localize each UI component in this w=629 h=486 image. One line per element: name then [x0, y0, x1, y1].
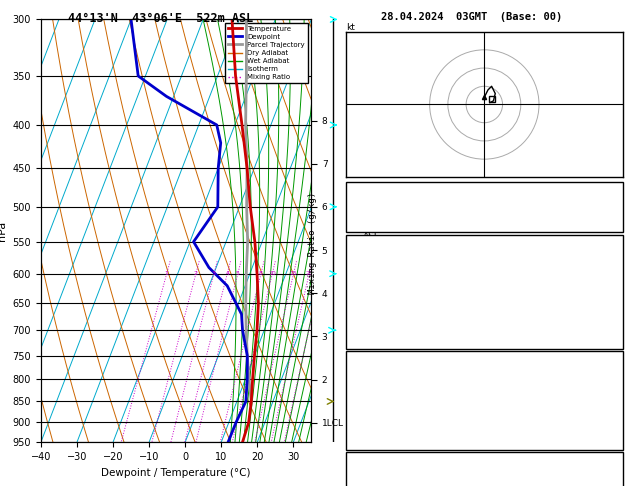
Text: 174: 174: [603, 434, 620, 445]
Text: 5: 5: [236, 271, 240, 276]
Text: K: K: [349, 185, 355, 195]
Text: θe(K): θe(K): [349, 286, 379, 296]
Text: Surface: Surface: [464, 238, 505, 248]
Text: Pressure (mb): Pressure (mb): [349, 370, 425, 381]
Text: θe (K): θe (K): [349, 386, 384, 397]
Text: 50: 50: [608, 201, 620, 211]
Text: 44°13'N  43°06'E  522m ASL: 44°13'N 43°06'E 522m ASL: [68, 12, 253, 25]
Text: 0: 0: [615, 318, 620, 328]
Text: Lifted Index: Lifted Index: [349, 402, 420, 413]
Text: Hodograph: Hodograph: [458, 455, 511, 465]
X-axis label: Dewpoint / Temperature (°C): Dewpoint / Temperature (°C): [101, 468, 251, 478]
Y-axis label: hPa: hPa: [0, 221, 7, 241]
Text: 304: 304: [603, 418, 620, 429]
Text: CIN (J): CIN (J): [349, 334, 390, 344]
Text: © weatheronline.co.uk: © weatheronline.co.uk: [415, 469, 528, 479]
Text: 8: 8: [259, 271, 263, 276]
Text: CAPE (J): CAPE (J): [349, 318, 396, 328]
Text: 11.9: 11.9: [597, 270, 620, 280]
Text: EH: EH: [349, 471, 361, 481]
Text: 20: 20: [305, 271, 313, 276]
Y-axis label: km
ASL: km ASL: [363, 221, 380, 241]
Text: kt: kt: [346, 22, 355, 32]
Text: 1: 1: [165, 271, 169, 276]
Text: Most Unstable: Most Unstable: [446, 354, 523, 364]
Text: 5: 5: [615, 302, 620, 312]
Text: -1: -1: [608, 402, 620, 413]
Legend: Temperature, Dewpoint, Parcel Trajectory, Dry Adiabat, Wet Adiabat, Isotherm, Mi: Temperature, Dewpoint, Parcel Trajectory…: [225, 23, 308, 83]
Text: 4: 4: [225, 271, 229, 276]
Text: 4: 4: [615, 471, 620, 481]
Text: Dewp (°C): Dewp (°C): [349, 270, 402, 280]
Text: 15.9: 15.9: [597, 254, 620, 264]
Text: CAPE (J): CAPE (J): [349, 418, 396, 429]
Text: 21: 21: [608, 185, 620, 195]
Text: 3: 3: [212, 271, 216, 276]
Text: Temp (°C): Temp (°C): [349, 254, 402, 264]
Text: Totals Totals: Totals Totals: [349, 201, 425, 211]
Text: 328: 328: [603, 386, 620, 397]
Text: CIN (J): CIN (J): [349, 434, 390, 445]
Text: 1.98: 1.98: [597, 217, 620, 227]
Text: Lifted Index: Lifted Index: [349, 302, 420, 312]
Text: 28.04.2024  03GMT  (Base: 00): 28.04.2024 03GMT (Base: 00): [381, 12, 562, 22]
Text: PW (cm): PW (cm): [349, 217, 390, 227]
Text: 15: 15: [290, 271, 298, 276]
Text: 0: 0: [615, 334, 620, 344]
Text: 2: 2: [194, 271, 198, 276]
Text: 318: 318: [603, 286, 620, 296]
Text: 850: 850: [603, 370, 620, 381]
Text: Mixing Ratio (g/kg): Mixing Ratio (g/kg): [308, 192, 317, 294]
Text: 10: 10: [269, 271, 276, 276]
